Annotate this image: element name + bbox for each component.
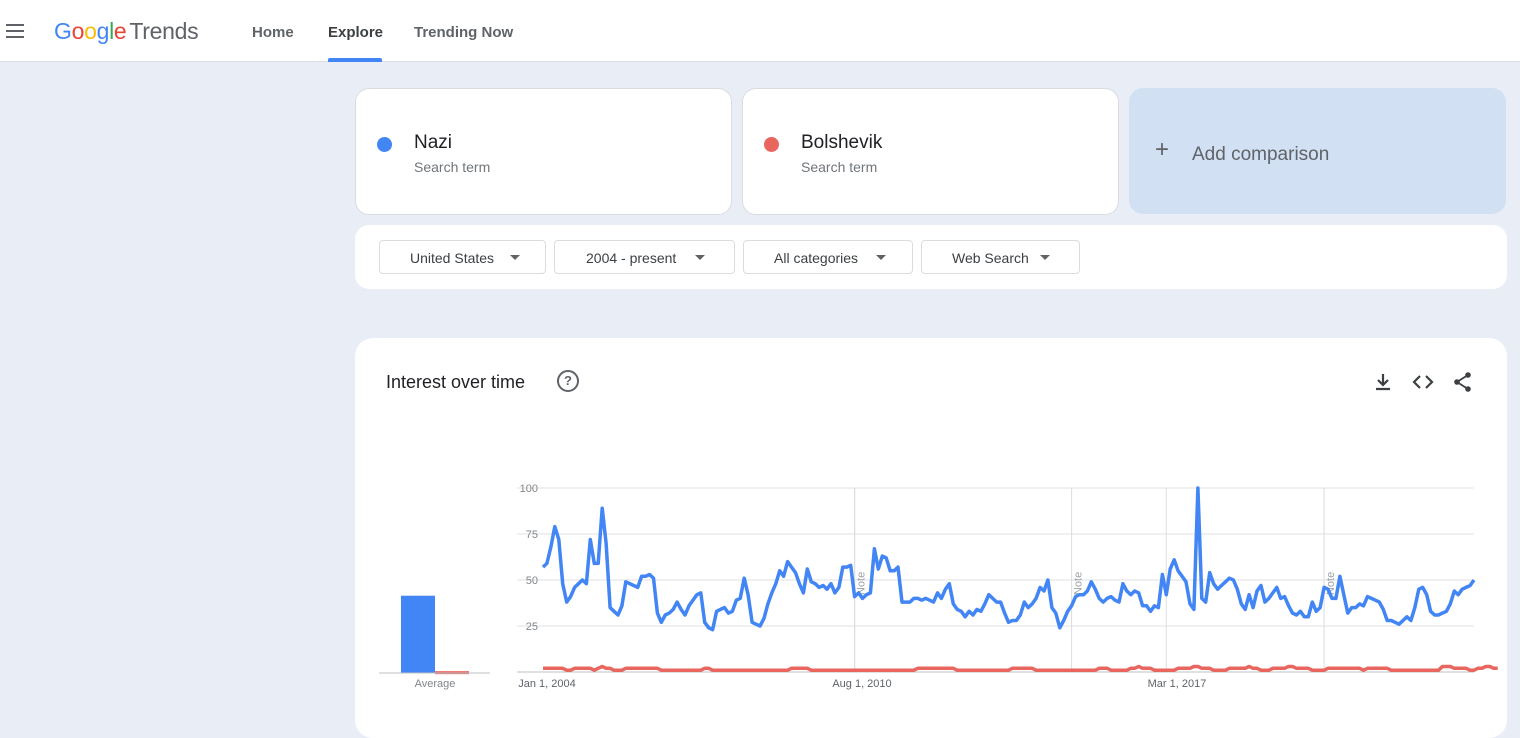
logo-trends-text: Trends	[129, 18, 199, 44]
filter-category-label: All categories	[774, 250, 859, 266]
plus-icon: +	[1155, 136, 1170, 163]
filter-region-label: United States	[410, 250, 495, 266]
dropdown-arrow-icon	[695, 255, 705, 260]
share-icon[interactable]	[1452, 371, 1474, 393]
menu-icon[interactable]	[6, 24, 24, 38]
term-card-nazi[interactable]: Nazi Search term	[355, 88, 732, 215]
filter-category[interactable]: All categories	[743, 240, 913, 274]
filter-search-type[interactable]: Web Search	[921, 240, 1080, 274]
nav-trending-now[interactable]: Trending Now	[414, 24, 514, 41]
nav-explore[interactable]: Explore	[328, 24, 384, 41]
term-card-bolshevik[interactable]: Bolshevik Search term	[742, 88, 1119, 215]
logo-letter: g	[96, 18, 110, 44]
logo-letter: G	[54, 18, 72, 44]
add-comparison-button[interactable]: + Add comparison	[1129, 88, 1506, 214]
term-name[interactable]: Bolshevik	[801, 132, 883, 153]
help-icon[interactable]: ?	[557, 370, 579, 392]
logo-google-text: Google	[54, 18, 127, 44]
dropdown-arrow-icon	[876, 255, 886, 260]
add-comparison-label: Add comparison	[1192, 144, 1330, 165]
term-type: Search term	[414, 159, 491, 175]
dropdown-arrow-icon	[1040, 255, 1050, 260]
top-bar: Google Trends Home Explore Trending Now	[0, 0, 1520, 62]
series-color-dot	[764, 137, 779, 152]
filter-time-label: 2004 - present	[586, 250, 677, 266]
dropdown-arrow-icon	[510, 255, 520, 260]
google-trends-logo[interactable]: Google Trends	[54, 18, 199, 45]
nav-home[interactable]: Home	[252, 24, 294, 41]
embed-icon[interactable]	[1412, 371, 1434, 393]
logo-letter: o	[71, 18, 85, 44]
section-title: Interest over time	[386, 372, 526, 392]
logo-letter: o	[84, 18, 97, 44]
filter-region[interactable]: United States	[379, 240, 546, 274]
filter-search-type-label: Web Search	[952, 250, 1029, 266]
logo-letter: l	[109, 18, 114, 44]
nav-active-indicator	[328, 58, 382, 62]
term-name[interactable]: Nazi	[414, 132, 453, 153]
download-icon[interactable]	[1372, 371, 1394, 393]
series-color-dot	[377, 137, 392, 152]
filter-time-range[interactable]: 2004 - present	[554, 240, 735, 274]
filter-bar: United States 2004 - present All categor…	[355, 225, 1507, 289]
logo-letter: e	[113, 18, 127, 44]
term-type: Search term	[801, 159, 878, 175]
interest-over-time-card: Interest over time ?	[355, 338, 1507, 738]
